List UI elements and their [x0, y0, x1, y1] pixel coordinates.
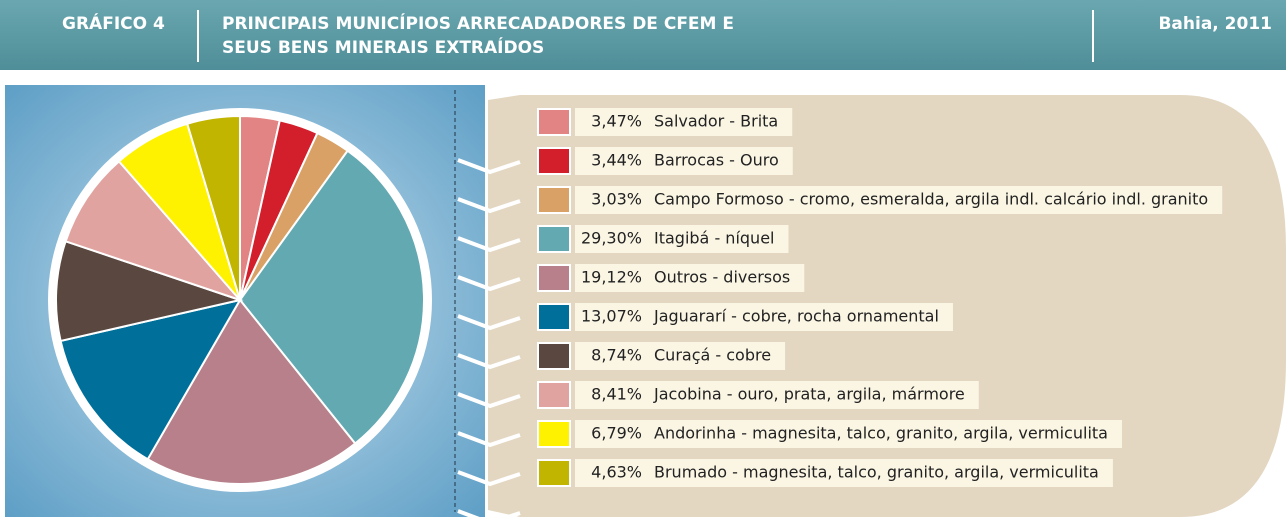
connector — [457, 158, 521, 175]
legend-band — [575, 147, 793, 175]
connector — [457, 275, 521, 292]
legend-band — [575, 225, 789, 253]
legend-swatch — [537, 186, 571, 214]
legend-swatch — [537, 342, 571, 370]
legend-value: 8,74% — [591, 346, 642, 365]
legend-swatch — [537, 420, 571, 448]
chart-label: GRÁFICO 4 — [62, 12, 165, 34]
legend-label: Jaguararí - cobre, rocha ornamental — [653, 307, 939, 326]
header-bar — [0, 0, 1286, 70]
legend-value: 13,07% — [581, 307, 642, 326]
pie-slice — [238, 149, 425, 445]
legend-value: 8,41% — [591, 385, 642, 404]
pie-slice — [64, 159, 244, 303]
legend-label: Barrocas - Ouro — [654, 151, 779, 170]
legend-swatch — [537, 108, 571, 136]
connector — [457, 353, 521, 370]
pie-slice — [55, 240, 244, 343]
legend-label: Andorinha - magnesita, talco, granito, a… — [654, 424, 1108, 443]
legend-value: 3,03% — [591, 190, 642, 209]
chart-title: SEUS BENS MINERAIS EXTRAÍDOS — [222, 36, 544, 58]
legend-band — [575, 186, 1223, 214]
legend-band — [575, 108, 793, 136]
legend-band — [575, 420, 1122, 448]
legend-label: Campo Formoso - cromo, esmeralda, argila… — [654, 190, 1208, 209]
pie-slice — [146, 298, 357, 485]
legend-value: 4,63% — [591, 463, 642, 482]
legend-label: Brumado - magnesita, talco, granito, arg… — [654, 463, 1099, 482]
legend-value: 6,79% — [591, 424, 642, 443]
legend-swatch — [537, 147, 571, 175]
chart-subtitle: Bahia, 2011 — [1158, 14, 1272, 34]
pie-slice — [185, 114, 241, 301]
connector — [457, 392, 521, 409]
connector — [457, 197, 521, 214]
legend-band — [575, 264, 805, 292]
legend-band — [575, 342, 786, 370]
legend-band — [575, 381, 979, 409]
legend-value: 3,44% — [591, 151, 642, 170]
pie-slice — [59, 298, 243, 461]
legend-band — [575, 459, 1113, 487]
connector — [457, 509, 521, 521]
legend-value: 19,12% — [581, 268, 642, 287]
legend-swatch — [537, 225, 571, 253]
connector — [457, 431, 521, 448]
connector — [457, 314, 521, 331]
legend-swatch — [537, 264, 571, 292]
legend-value: 3,47% — [591, 112, 642, 131]
connector — [457, 236, 521, 253]
legend-label: Curaçá - cobre — [654, 346, 771, 365]
chart-title: PRINCIPAIS MUNICÍPIOS ARRECADADORES DE C… — [222, 12, 734, 34]
legend-value: 29,30% — [581, 229, 642, 248]
legend-swatch — [537, 381, 571, 409]
legend-band — [575, 303, 953, 331]
connector — [457, 470, 521, 487]
legend-label: Itagibá - níquel — [654, 229, 774, 248]
legend-swatch — [537, 459, 571, 487]
legend-swatch — [537, 303, 571, 331]
legend-label: Outros - diversos — [654, 268, 790, 287]
legend-label: Salvador - Brita — [654, 112, 778, 131]
legend-label: Jacobina - ouro, prata, argila, mármore — [653, 385, 965, 404]
